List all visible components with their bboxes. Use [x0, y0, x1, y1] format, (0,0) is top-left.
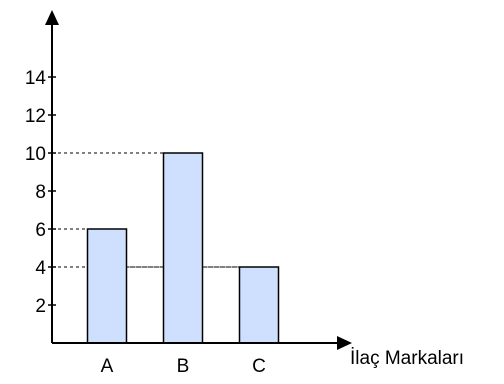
y-tick-label: 6 [35, 220, 46, 241]
y-axis-arrow-icon [45, 10, 59, 25]
x-categories: A B C [101, 356, 266, 377]
y-tick-label: 2 [35, 296, 46, 317]
axes [45, 10, 352, 350]
bar-a [86, 228, 128, 344]
x-category-label: A [101, 356, 114, 377]
y-tick-label: 10 [25, 144, 46, 165]
guide-lines [52, 152, 240, 268]
x-axis-title: İlaç Markaları [350, 348, 464, 369]
bar-b [162, 152, 204, 344]
bars [86, 152, 280, 344]
y-tick-label: 8 [35, 182, 46, 203]
y-tick-label: 4 [35, 258, 46, 279]
bar-c [238, 266, 280, 344]
y-ticks: 2 4 6 8 10 12 14 [25, 68, 56, 317]
x-category-label: B [177, 356, 190, 377]
y-tick-label: 12 [25, 106, 46, 127]
x-axis-arrow-icon [337, 336, 352, 350]
x-category-label: C [252, 356, 266, 377]
y-tick-label: 14 [25, 68, 47, 89]
